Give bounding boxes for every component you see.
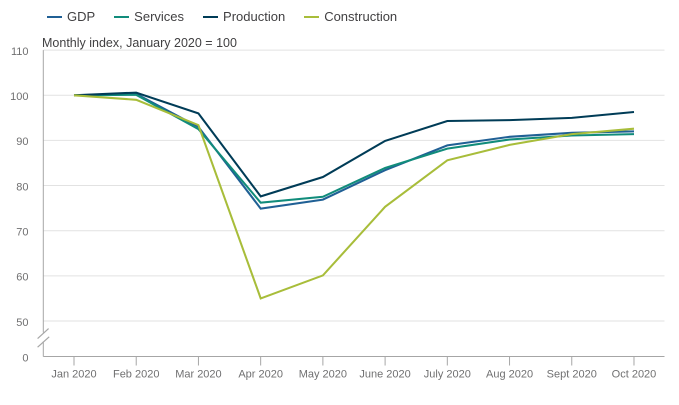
y-axis-label-50: 50 <box>16 317 28 329</box>
legend-label-gdp: GDP <box>67 9 96 24</box>
series-line-services <box>73 93 635 204</box>
y-axis-label-110: 110 <box>11 46 29 58</box>
series-lines <box>73 91 635 300</box>
legend-marker-services <box>114 15 130 19</box>
x-axis-label-3: Mar 2020 <box>175 369 221 381</box>
y-axis-label-90: 90 <box>16 136 28 148</box>
x-axis-label-6: June 2020 <box>359 369 410 381</box>
x-axis-label-5: May 2020 <box>299 369 347 381</box>
series-line-construction <box>73 94 635 300</box>
x-ticks <box>73 356 635 366</box>
legend-item-production: Production <box>203 8 285 26</box>
y-labels: 0 50 60 70 80 90 100 110 <box>10 46 28 364</box>
axis-break-slash-1 <box>37 328 50 340</box>
y-axis-label-70: 70 <box>16 226 28 238</box>
chart-legend: GDP Services Production Construction <box>47 8 397 26</box>
x-axis-label-2: Feb 2020 <box>113 369 159 381</box>
series-line-gdp <box>73 92 635 210</box>
legend-item-gdp: GDP <box>47 8 95 26</box>
x-axis-label-7: July 2020 <box>424 369 471 381</box>
legend-label-construction: Construction <box>324 9 398 24</box>
legend-marker-construction <box>304 15 320 19</box>
axis-break-marks <box>37 328 50 348</box>
x-axis-label-1: Jan 2020 <box>51 369 96 381</box>
x-axis-label-4: Apr 2020 <box>238 369 283 381</box>
chart-subtitle: Monthly index, January 2020 = 100 <box>42 36 237 50</box>
y-axis-label-100: 100 <box>10 91 28 103</box>
x-axis-label-8: Aug 2020 <box>486 369 533 381</box>
y-axis-label-0: 0 <box>22 352 28 364</box>
y-axis-label-80: 80 <box>16 181 28 193</box>
legend-label-services: Services <box>134 9 185 24</box>
legend-item-construction: Construction <box>304 8 397 26</box>
legend-marker-production <box>203 15 219 19</box>
legend-marker-gdp <box>47 15 62 19</box>
legend-item-services: Services <box>114 8 184 26</box>
series-line-production <box>73 91 635 198</box>
axis-break-slash-2 <box>37 336 50 348</box>
legend-label-production: Production <box>223 9 286 24</box>
x-axis-label-10: Oct 2020 <box>612 369 657 381</box>
y-axis-label-60: 60 <box>16 272 28 284</box>
x-axis-label-9: Sept 2020 <box>547 369 597 381</box>
x-labels: Jan 2020 Feb 2020 Mar 2020 Apr 2020 May 2020… <box>51 369 656 381</box>
